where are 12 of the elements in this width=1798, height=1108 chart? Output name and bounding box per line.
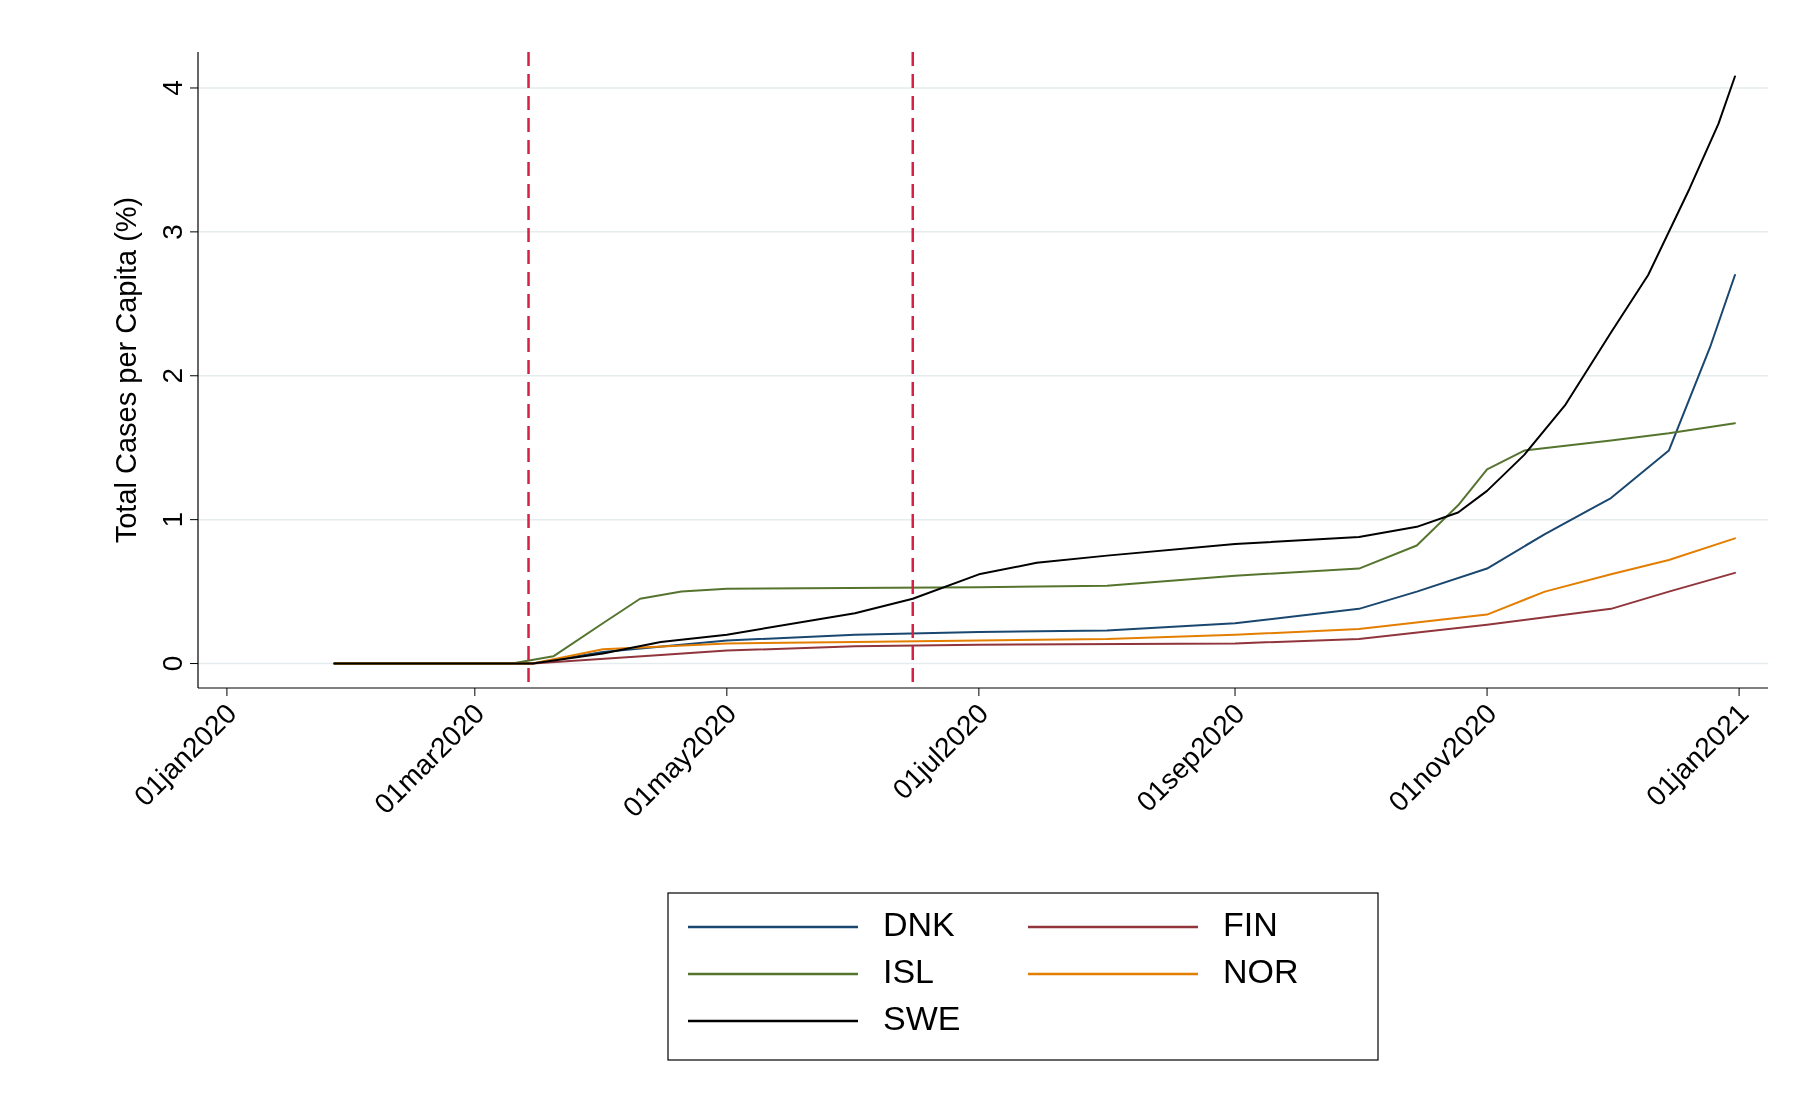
legend-label: NOR xyxy=(1223,951,1299,990)
legend-label: DNK xyxy=(883,904,956,943)
legend-label: ISL xyxy=(883,951,935,990)
line-series xyxy=(333,75,1736,665)
legend-label: SWE xyxy=(883,998,961,1037)
y-tick-label: 0 xyxy=(157,655,188,672)
y-tick-label: 3 xyxy=(157,224,188,240)
y-tick-label: 1 xyxy=(157,511,188,528)
y-tick-label: 4 xyxy=(157,80,188,96)
y-tick-label: 2 xyxy=(157,367,188,384)
y-axis-title: Total Cases per Capita (%) xyxy=(110,196,142,544)
legend-label: FIN xyxy=(1223,904,1278,943)
